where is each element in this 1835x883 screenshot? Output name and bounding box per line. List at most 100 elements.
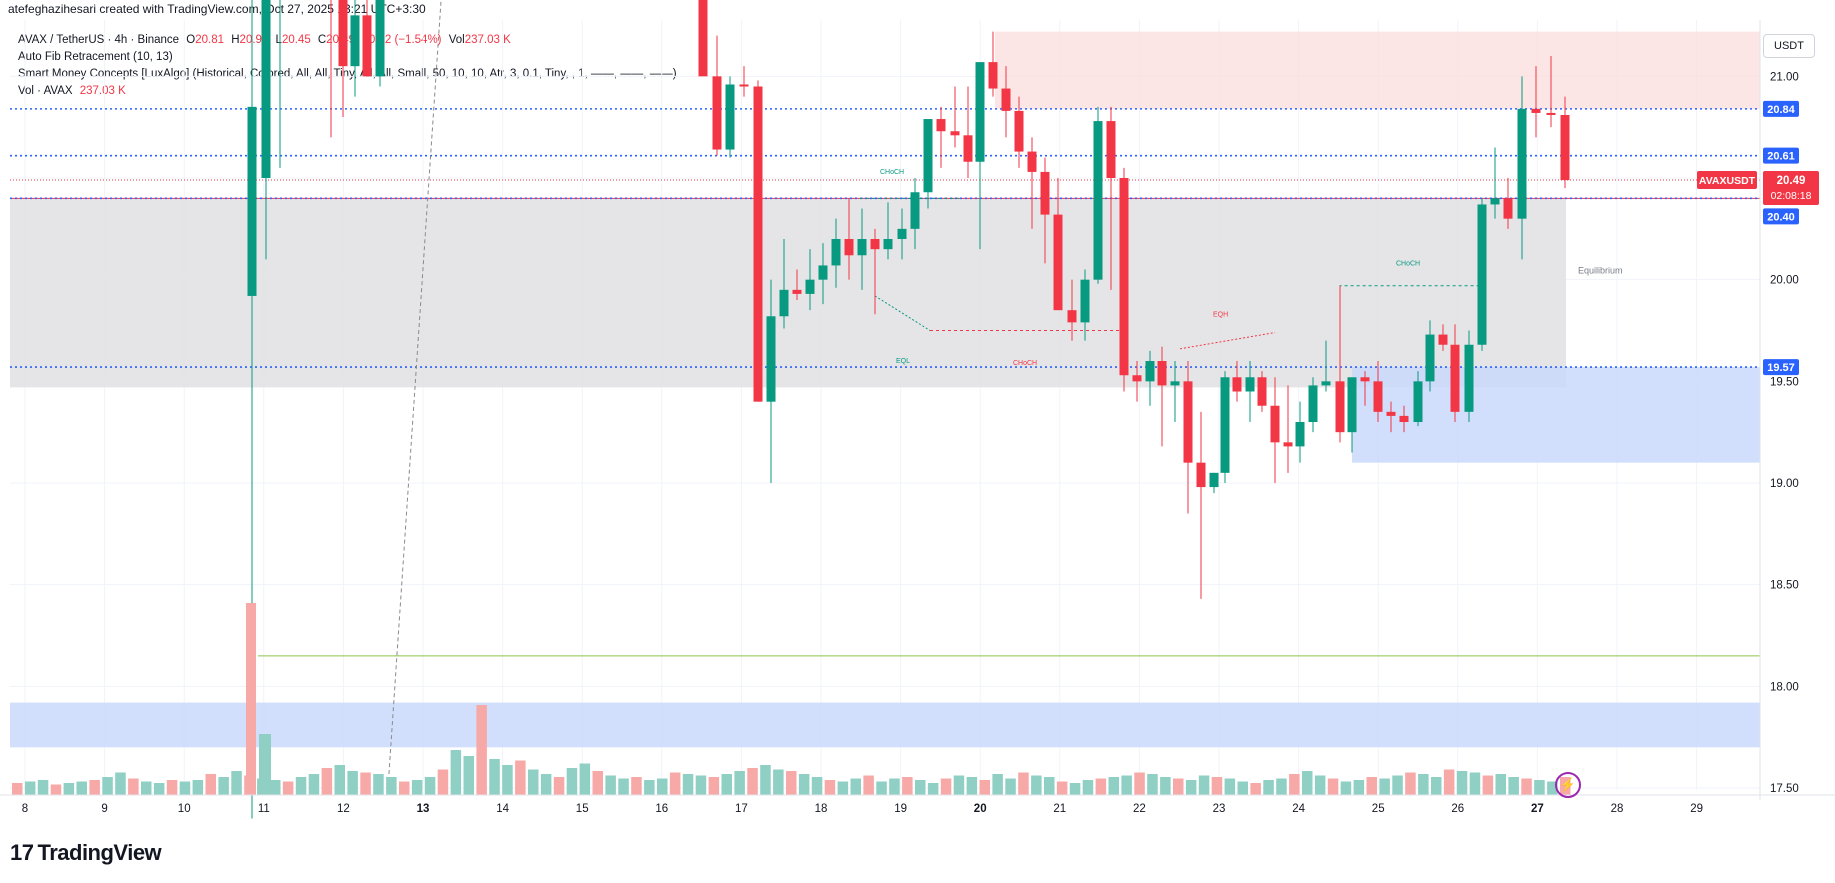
volume-bar	[1302, 771, 1313, 795]
candle	[792, 269, 802, 301]
candle	[1270, 377, 1280, 484]
tv-logo-icon: 17	[10, 840, 34, 865]
volume-bar	[721, 774, 732, 795]
candle-body	[1232, 377, 1242, 392]
chart-creator-caption: atefeghazihesari created with TradingVie…	[8, 2, 426, 16]
time-tick-label: 23	[1213, 803, 1226, 815]
currency-selector[interactable]: USDT	[1763, 34, 1815, 58]
time-tick-label: 29	[1690, 803, 1703, 815]
candle-body	[1373, 381, 1383, 412]
time-tick-label: 24	[1292, 803, 1305, 815]
volume-bar	[657, 778, 668, 795]
candle	[963, 86, 973, 179]
candle	[988, 31, 998, 97]
time-tick-label: 16	[655, 803, 668, 815]
candle	[1183, 361, 1193, 514]
candle-body	[1413, 381, 1423, 423]
volume-bar	[308, 774, 320, 795]
volume-bar	[966, 777, 978, 795]
volume-bar	[915, 780, 926, 795]
candle-body	[1490, 198, 1500, 205]
volume-bar	[1340, 781, 1352, 795]
volume-bar	[953, 775, 965, 795]
candle-body	[936, 119, 946, 132]
candle	[870, 228, 880, 315]
candle-body	[1438, 334, 1448, 345]
eql-line	[874, 295, 931, 331]
volume-bar	[1185, 780, 1197, 795]
candle	[805, 249, 815, 311]
candle	[1157, 346, 1167, 447]
volume-bar	[708, 777, 720, 795]
volume-bar	[360, 772, 371, 795]
candle	[897, 208, 907, 260]
volume-bar	[940, 778, 952, 795]
last-price-value: 20.49	[1777, 175, 1806, 187]
candle	[1560, 96, 1570, 189]
time-tick-label: 25	[1372, 803, 1385, 815]
candle	[950, 86, 960, 148]
volume-bar	[1160, 777, 1171, 795]
volume-bar	[1521, 778, 1532, 795]
candle-body	[1270, 405, 1280, 443]
indicator-smc[interactable]: Smart Money Concepts [LuxAlgo] (Historic…	[18, 68, 677, 80]
volume-bar	[979, 780, 990, 795]
candle-body	[1531, 108, 1541, 113]
price-axis: 24.5024.0023.5023.0022.5022.0021.5021.00…	[1759, 20, 1799, 800]
candle	[1132, 361, 1142, 402]
volume-bar	[399, 781, 410, 795]
indicator-fib[interactable]: Auto Fib Retracement (10, 13)	[18, 51, 173, 63]
time-tick-label: 22	[1133, 803, 1146, 815]
volume-bar	[450, 750, 462, 795]
candle-body	[870, 239, 880, 250]
volume-bar	[1224, 778, 1236, 795]
volume-bar	[798, 774, 810, 795]
candle-body	[1053, 214, 1063, 311]
volume-bar	[50, 784, 62, 795]
candle	[1053, 178, 1063, 311]
low-value: 20.45	[281, 34, 311, 46]
candle	[1373, 361, 1383, 423]
candle	[1027, 137, 1037, 229]
candle-body	[779, 289, 789, 317]
volume-bar	[824, 780, 836, 795]
candle-body	[883, 239, 893, 250]
candle-body	[1464, 344, 1474, 412]
price-tick-label: 18.50	[1770, 580, 1799, 592]
candle-body	[1308, 385, 1318, 423]
price-tick-label: 18.00	[1770, 681, 1799, 693]
volume-bar	[489, 759, 500, 795]
candle-body	[1145, 361, 1155, 382]
volume-bar	[605, 775, 616, 795]
volume-bar	[1534, 780, 1545, 795]
volume-bar	[231, 771, 242, 795]
volume-bar	[682, 774, 694, 795]
candle-body	[1245, 377, 1255, 392]
indicator-volume[interactable]: Vol · AVAX 237.03 K	[18, 85, 126, 97]
volume-bar	[141, 781, 152, 795]
volume-indicator-value: 237.03 K	[79, 85, 126, 97]
candle	[1347, 377, 1357, 453]
candle-body	[1347, 377, 1357, 433]
candle	[1067, 279, 1077, 341]
candle-body	[1399, 415, 1409, 423]
lightning-icon[interactable]: ⚡	[1555, 772, 1581, 798]
volume-bar	[1108, 777, 1119, 795]
candle	[1386, 401, 1396, 433]
time-tick-label: 27	[1531, 803, 1544, 815]
annotation-label: CHoCH	[1013, 360, 1037, 367]
symbol-label: AVAX / TetherUS · 4h · Binance	[18, 34, 180, 46]
candle-body	[698, 0, 708, 77]
volume-bar	[1056, 781, 1068, 795]
candle-body	[1119, 178, 1129, 376]
volume-bar	[115, 772, 126, 795]
price-tick-label: 20.00	[1770, 275, 1799, 287]
candle	[1119, 167, 1129, 392]
volume-bar	[644, 780, 655, 795]
volume-bar	[1018, 772, 1029, 795]
time-tick-label: 13	[417, 803, 430, 815]
volume-bar	[618, 778, 629, 795]
candle	[1490, 147, 1500, 219]
candle	[1040, 157, 1050, 264]
